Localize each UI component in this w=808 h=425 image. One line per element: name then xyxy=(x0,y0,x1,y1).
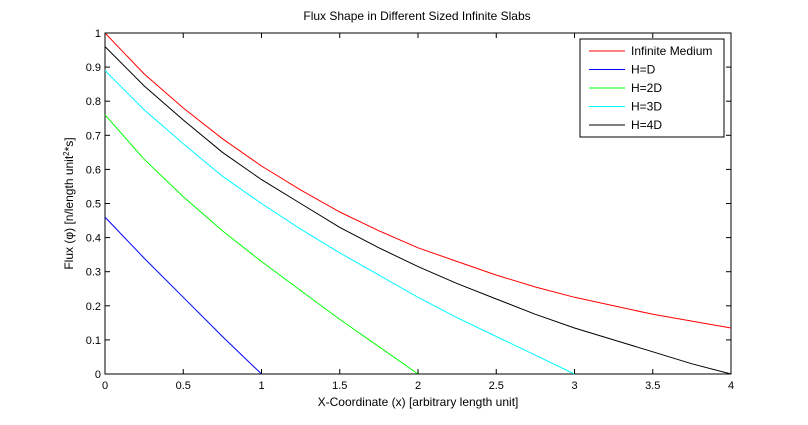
y-tick-label: 0.9 xyxy=(86,62,101,74)
x-tick-label: 1.5 xyxy=(332,380,347,392)
y-axis-label-symbol: φ xyxy=(62,232,76,240)
y-tick-label: 0.6 xyxy=(86,164,101,176)
y-tick-label: 0.8 xyxy=(86,96,101,108)
legend-label-2: H=2D xyxy=(631,81,662,95)
y-tick-label: 0.5 xyxy=(86,199,101,211)
y-axis-label-superscript: 2 xyxy=(62,151,71,156)
y-axis-label-pre: Flux ( xyxy=(62,240,76,270)
series-line-4 xyxy=(104,46,732,375)
y-tick-label: 0.1 xyxy=(86,335,101,347)
x-tick-label: 0 xyxy=(102,380,108,392)
x-tick-label: 1 xyxy=(258,380,264,392)
ticks-layer: 0 0.5 1 1.5 2 2.5 3 3.5 4 0 0.1 0.2 0.3 0.4 0.5 0.6 0.7 0… xyxy=(86,28,734,392)
legend-label-4: H=4D xyxy=(631,118,662,132)
x-tick-label: 4 xyxy=(728,380,734,392)
series-line-1 xyxy=(104,216,262,375)
y-tick-label: 0 xyxy=(95,369,101,381)
y-axis-label-mid: ) [n/length unit xyxy=(62,155,76,232)
chart-title: Flux Shape in Different Sized Infinite S… xyxy=(303,9,530,23)
legend-label-3: H=3D xyxy=(631,100,662,114)
y-tick-label: 0.4 xyxy=(86,233,101,245)
series-line-0 xyxy=(104,32,732,329)
x-tick-label: 2 xyxy=(415,380,421,392)
y-tick-label: 1 xyxy=(95,28,101,40)
series-line-2 xyxy=(104,114,419,375)
x-tick-label: 3 xyxy=(571,380,577,392)
legend-label-0: Infinite Medium xyxy=(631,44,712,58)
x-tick-label: 3.5 xyxy=(645,380,660,392)
y-axis-label: Flux (φ) [n/length unit2*s] xyxy=(62,137,77,269)
y-axis-label-post: *s] xyxy=(62,137,76,151)
series-layer xyxy=(104,32,732,375)
y-tick-label: 0.3 xyxy=(86,267,101,279)
legend: Infinite Medium H=D H=2D H=3D H=4D xyxy=(579,38,725,138)
series-line-3 xyxy=(104,70,575,375)
legend-label-1: H=D xyxy=(631,63,656,77)
x-tick-label: 0.5 xyxy=(176,380,191,392)
x-axis-label: X-Coordinate (x) [arbitrary length unit] xyxy=(318,395,519,409)
x-tick-label: 2.5 xyxy=(489,380,504,392)
y-tick-label: 0.2 xyxy=(86,301,101,313)
y-tick-label: 0.7 xyxy=(86,130,101,142)
